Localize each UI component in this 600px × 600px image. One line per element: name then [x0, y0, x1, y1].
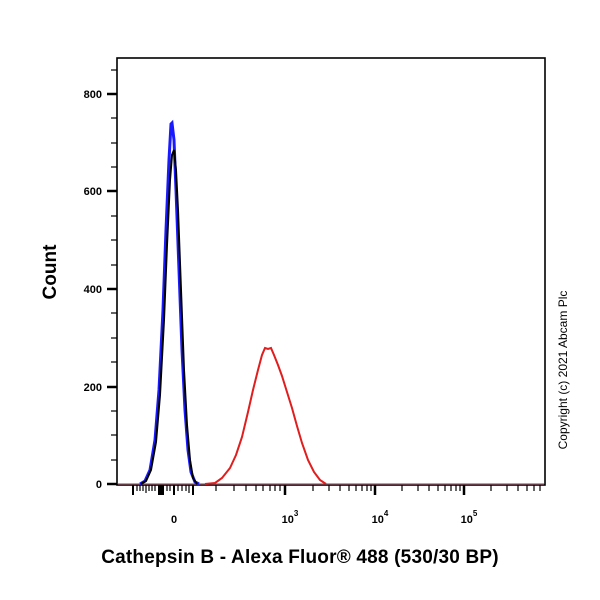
y-tick-200: 200	[84, 382, 102, 394]
series-red	[204, 346, 327, 485]
y-tick-0: 0	[96, 479, 102, 491]
y-axis	[107, 69, 117, 486]
series-black	[140, 149, 198, 485]
x-tick-10e5: 105	[461, 509, 478, 526]
y-tick-600: 600	[84, 186, 102, 198]
y-axis-label: Count	[40, 244, 61, 300]
x-tick-10e3: 103	[282, 509, 299, 526]
x-axis	[132, 485, 541, 495]
y-tick-labels: 0 200 400 600 800	[84, 89, 102, 491]
x-tick-0: 0	[171, 514, 177, 526]
copyright-notice: Copyright (c) 2021 Abcam Plc	[556, 291, 570, 450]
y-tick-400: 400	[84, 284, 102, 296]
series-blue	[139, 119, 200, 486]
plot-area	[116, 57, 546, 486]
x-tick-10e4: 104	[372, 509, 389, 526]
x-tick-labels: 0 103 104 105	[171, 509, 478, 526]
x-axis-label: Cathepsin B - Alexa Fluor® 488 (530/30 B…	[101, 547, 499, 568]
y-tick-800: 800	[84, 89, 102, 101]
